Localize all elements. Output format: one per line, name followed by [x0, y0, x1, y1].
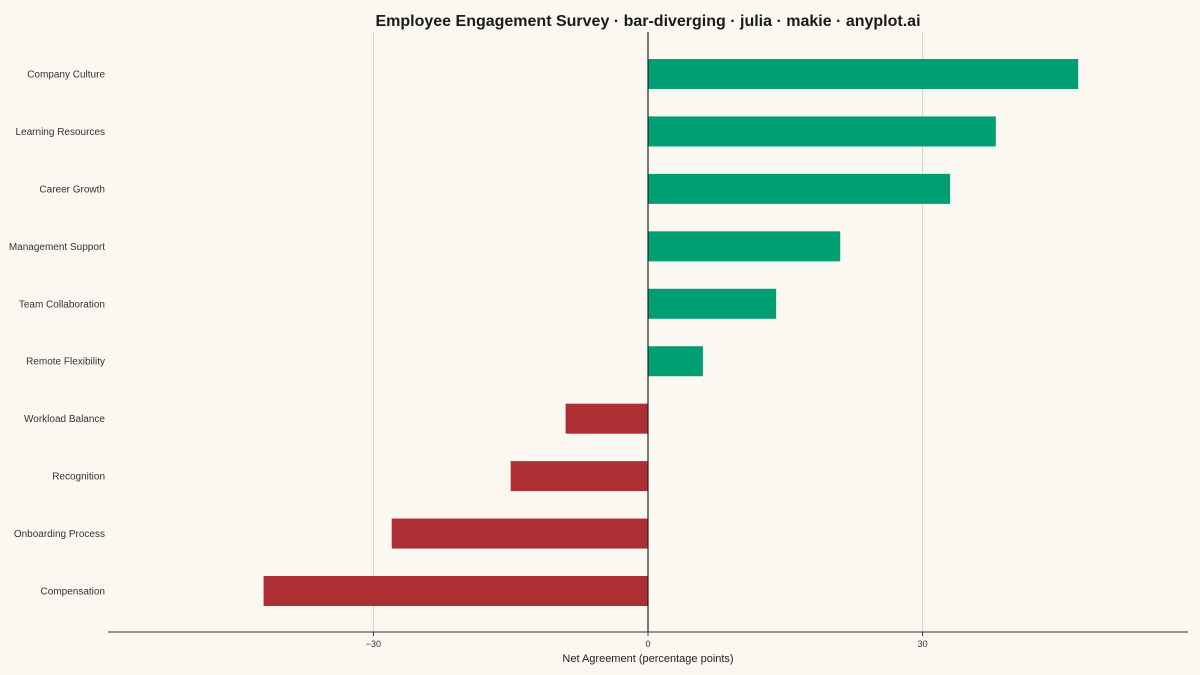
category-label: Team Collaboration — [19, 299, 105, 310]
chart-title: Employee Engagement Survey · bar-divergi… — [375, 13, 920, 30]
x-tick-label: 0 — [645, 639, 650, 649]
category-label: Career Growth — [39, 184, 105, 195]
bar — [565, 403, 648, 434]
x-tick-label: −30 — [366, 639, 381, 649]
category-labels: Company Culture Learning Resources Career … — [9, 70, 106, 598]
bar — [648, 173, 951, 204]
bars — [263, 59, 1079, 606]
category-label: Onboarding Process — [14, 529, 105, 540]
category-label: Management Support — [9, 242, 105, 253]
category-label: Remote Flexibility — [26, 357, 105, 368]
x-axis-title: Net Agreement (percentage points) — [562, 653, 733, 665]
x-tick-labels: −30 0 30 — [366, 632, 928, 649]
bar — [391, 518, 648, 549]
category-label: Company Culture — [27, 70, 105, 81]
bar — [648, 346, 703, 377]
bar — [510, 461, 648, 492]
bar — [263, 576, 648, 606]
x-tick-label: 30 — [918, 639, 928, 649]
category-label: Workload Balance — [24, 414, 105, 425]
bar — [648, 288, 777, 319]
category-label: Recognition — [52, 472, 105, 483]
bar — [648, 59, 1079, 89]
bar — [648, 231, 841, 262]
category-label: Learning Resources — [16, 127, 106, 138]
category-label: Compensation — [41, 587, 105, 598]
bar — [648, 116, 996, 147]
